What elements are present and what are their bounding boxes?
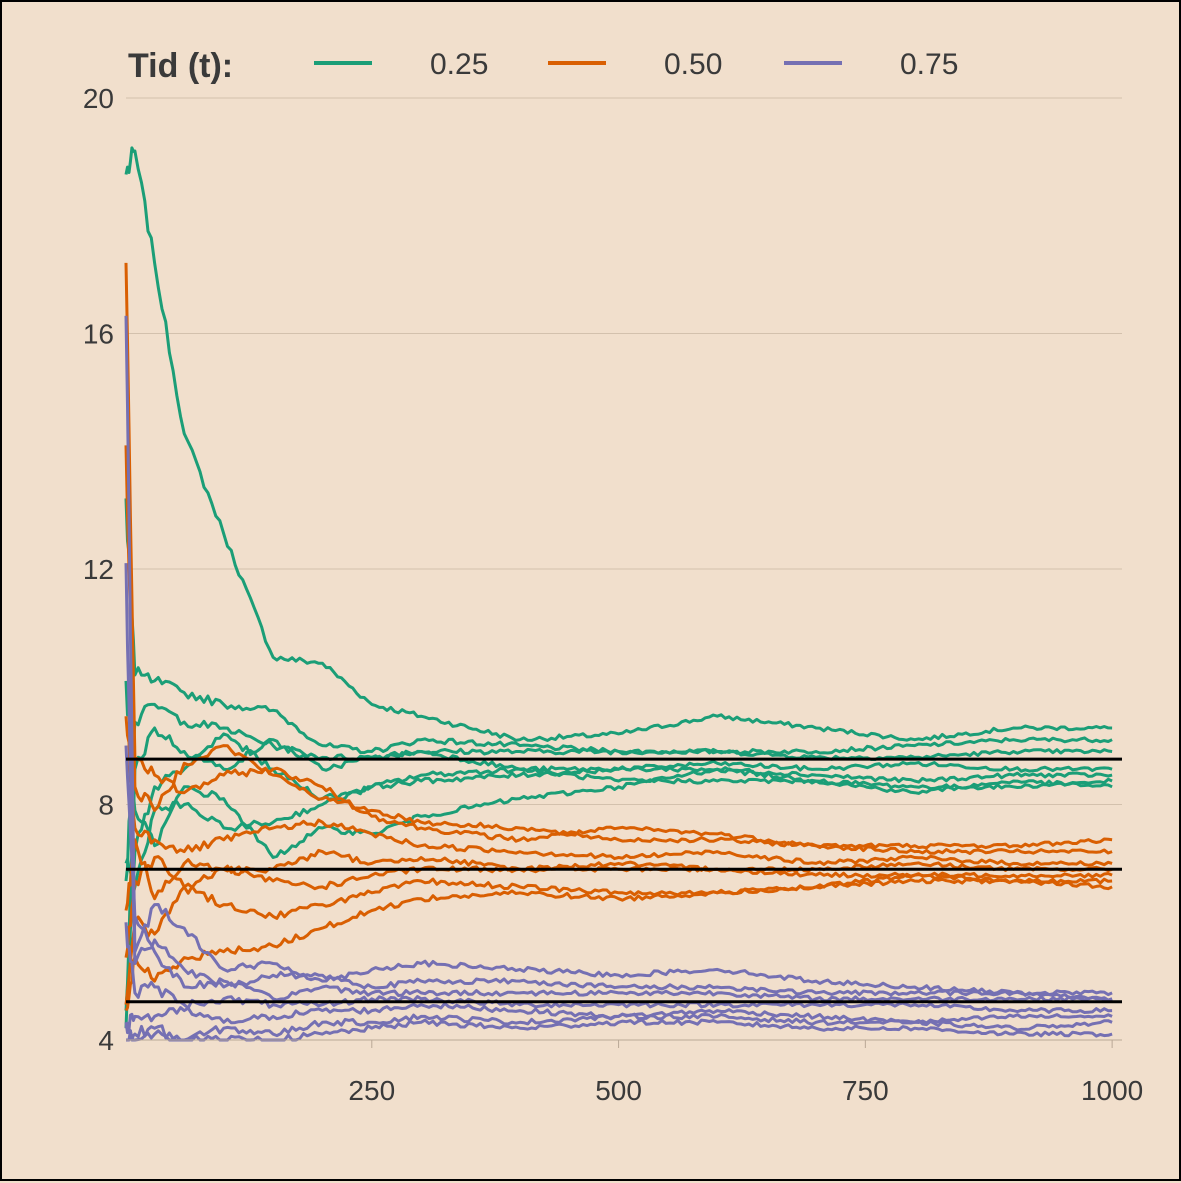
series-line-0.75-17 (124, 922, 1113, 1014)
series-line-0.25-5 (124, 767, 1113, 894)
legend-label-0.75: 0.75 (900, 48, 958, 81)
series-line-0.50-12 (124, 877, 1113, 1005)
series-lines (124, 146, 1113, 1042)
series-line-0.50-7 (124, 262, 1113, 850)
series-line-0.50-8 (124, 445, 1113, 855)
legend-label-0.50: 0.50 (664, 48, 722, 81)
x-tick-label: 1000 (1081, 1075, 1143, 1106)
series-line-0.75-20 (124, 1018, 1113, 1042)
series-line-0.75-19 (126, 1012, 1113, 1042)
legend-label-0.25: 0.25 (430, 48, 488, 81)
series-line-0.50-9 (124, 716, 1113, 867)
series-line-0.25-6 (124, 680, 1113, 859)
x-tick-label: 750 (842, 1075, 889, 1106)
axes: 250 500 750 1000 4 8 12 16 20 (83, 83, 1143, 1106)
series-line-0.25-2 (124, 702, 1113, 882)
y-tick-label: 8 (98, 790, 114, 821)
y-tick-label: 16 (83, 319, 114, 350)
x-tick-label: 250 (348, 1075, 395, 1106)
y-tick-label: 12 (83, 554, 114, 585)
x-tick-label: 500 (595, 1075, 642, 1106)
legend-title: Tid (t): (128, 47, 233, 85)
series-line-0.50-13 (124, 872, 1113, 1012)
y-tick-label: 4 (98, 1025, 114, 1056)
legend: Tid (t): 0.25 0.50 0.75 (128, 47, 958, 85)
series-line-0.25-1 (124, 498, 1113, 756)
series-line-0.25-0 (124, 146, 1113, 742)
y-tick-label: 20 (83, 83, 114, 114)
series-line-0.50-11 (124, 855, 1113, 958)
reference-lines (126, 757, 1122, 1004)
series-line-0.75-15 (124, 563, 1113, 1002)
